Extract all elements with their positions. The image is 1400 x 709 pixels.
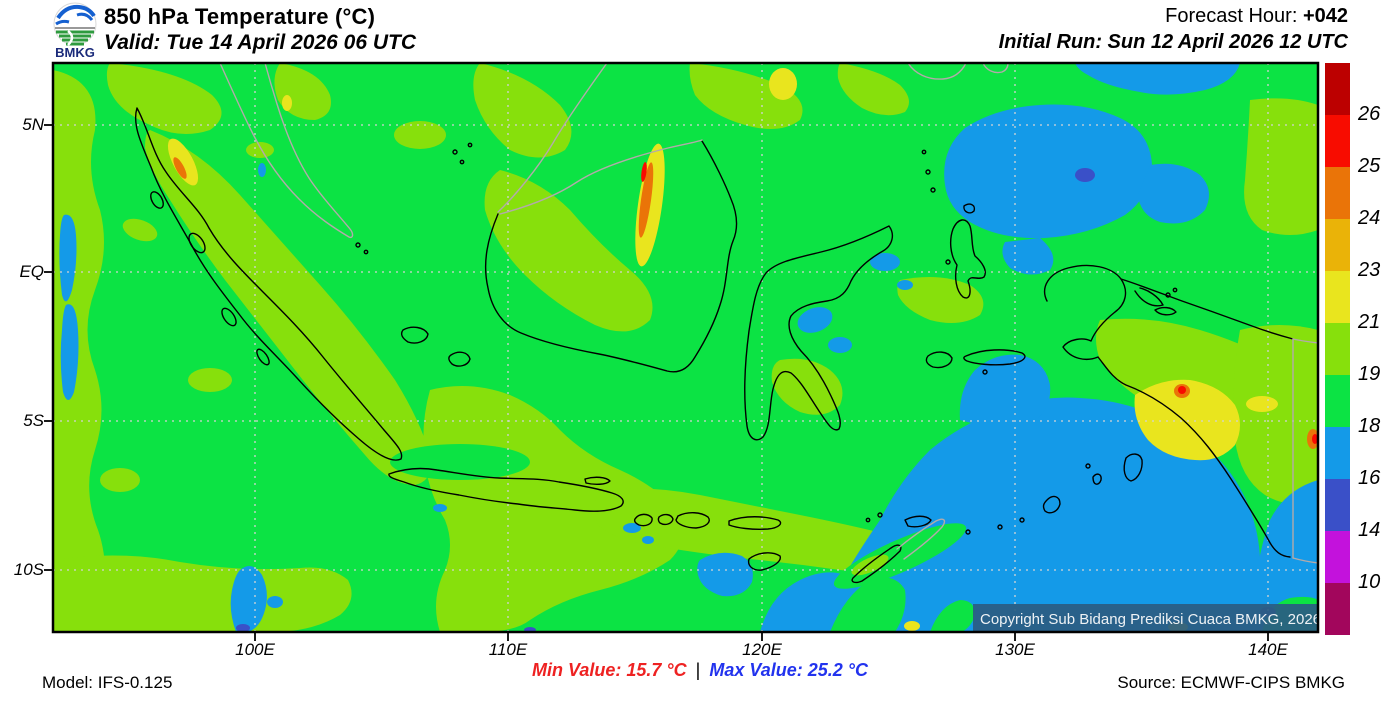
colorbar-segment [1325, 271, 1350, 323]
colorbar-segment [1325, 167, 1350, 219]
page-title: 850 hPa Temperature (°C) [104, 4, 376, 29]
minmax-separator: | [695, 660, 701, 680]
y-axis-label: 5S [23, 411, 44, 430]
x-axis-label: 100E [235, 640, 275, 659]
colorbar-label: 21 [1358, 311, 1381, 333]
y-axis-label: 5N [22, 115, 44, 134]
copyright-text: Copyright Sub Bidang Prediksi Cuaca BMKG… [980, 611, 1321, 628]
y-axis-label: 10S [13, 560, 44, 579]
logo-cloud-arc [56, 4, 96, 20]
colorbar-segment [1325, 115, 1350, 167]
axis-ticks [44, 124, 1269, 641]
max-value: Max Value: 25.2 °C [709, 660, 868, 680]
source-label: Source: ECMWF-CIPS BMKG [1117, 673, 1345, 692]
coastlines [134, 107, 1294, 584]
colorbar-label: 25 [1358, 155, 1381, 177]
colorbar-label: 18 [1358, 415, 1381, 437]
forecast-hour: Forecast Hour: +042 [1165, 5, 1348, 28]
colorbar-label: 14 [1358, 519, 1381, 541]
colorbar [1325, 63, 1350, 635]
x-axis-label: 140E [1248, 640, 1288, 659]
y-axis-label: EQ [19, 262, 44, 281]
map-frame [51, 61, 1320, 634]
colorbar-label: 23 [1358, 259, 1381, 281]
min-value: Min Value: 15.7 °C [532, 660, 687, 680]
colorbar-segment [1325, 479, 1350, 531]
forecast-hour-label: Forecast Hour: [1165, 5, 1303, 27]
valid-time: Valid: Tue 14 April 2026 06 UTC [104, 31, 417, 54]
x-axis-label: 110E [488, 640, 528, 659]
forecast-hour-value: +042 [1302, 5, 1348, 27]
logo-wave-left [55, 19, 70, 26]
colorbar-segment [1325, 427, 1350, 479]
logo-wave-right [76, 12, 94, 21]
grid-lines [53, 63, 1318, 632]
colorbar-label: 26 [1358, 103, 1381, 125]
x-axis-label: 130E [995, 640, 1035, 659]
colorbar-label: 16 [1358, 467, 1381, 489]
colorbar-segment [1325, 323, 1350, 375]
x-axis-label: 120E [742, 640, 782, 659]
colorbar-segment [1325, 375, 1350, 427]
copyright-box: Copyright Sub Bidang Prediksi Cuaca BMKG… [973, 604, 1321, 632]
bmkg-logo: BMKG [53, 2, 97, 59]
logo-green-lines [56, 30, 94, 46]
colorbar-label: 10 [1358, 571, 1381, 593]
minmax-values: Min Value: 15.7 °C | Max Value: 25.2 °C [460, 660, 940, 681]
logo-wave-cut [67, 30, 74, 46]
colorbar-segment [1325, 583, 1350, 635]
colorbar-segment [1325, 219, 1350, 271]
model-label: Model: IFS-0.125 [42, 673, 173, 692]
foreign-borders [219, 63, 1318, 564]
colorbar-label: 19 [1358, 363, 1381, 385]
initial-run: Initial Run: Sun 12 April 2026 12 UTC [998, 31, 1348, 53]
colorbar-segment [1325, 531, 1350, 583]
colorbar-segment [1325, 63, 1350, 115]
colorbar-label: 24 [1358, 207, 1381, 229]
logo-text: BMKG [55, 45, 95, 59]
temperature-field: Copyright Sub Bidang Prediksi Cuaca BMKG… [53, 63, 1321, 632]
